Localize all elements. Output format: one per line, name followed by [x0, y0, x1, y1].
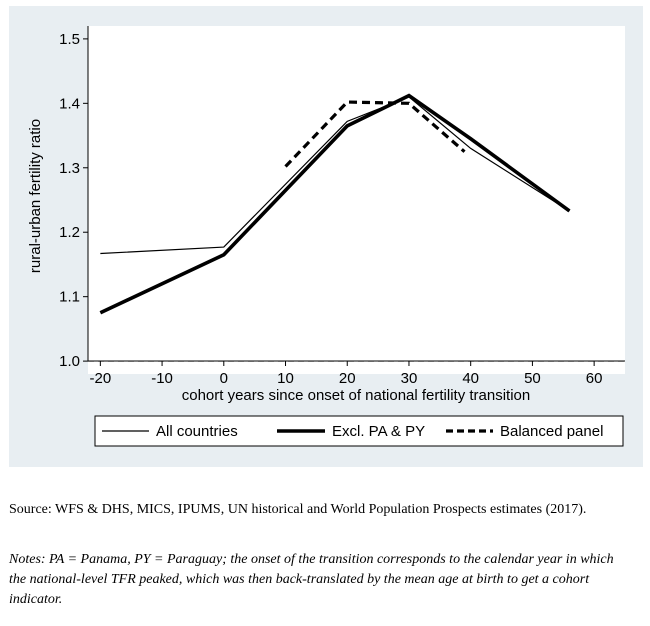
legend: All countries Excl. PA & PY Balanced panel: [94, 415, 624, 447]
x-tick-label: 20: [339, 370, 356, 387]
y-tick-label: 1.0: [59, 353, 80, 370]
x-tick-label: -20: [90, 370, 112, 387]
legend-label-3: Balanced panel: [500, 423, 603, 440]
legend-label-2: Excl. PA & PY: [332, 423, 425, 440]
series-line-2: [99, 93, 571, 315]
x-tick-label: -10: [151, 370, 173, 387]
y-tick-label: 1.4: [59, 95, 80, 112]
y-tick-label: 1.5: [59, 31, 80, 48]
plot-area: [88, 26, 625, 374]
x-tick-label: 0: [220, 370, 228, 387]
y-tick-label: 1.2: [59, 224, 80, 241]
y-axis-title: rural-urban fertility ratio: [27, 119, 44, 273]
y-tick-label: 1.3: [59, 160, 80, 177]
rural-urban-fertility-chart: 1.0 1.1 1.2 1.3 1.4 1.5 -20 -10 0 10 20 30 40 50 60 c…: [27, 26, 625, 447]
legend-label-1: All countries: [156, 423, 238, 440]
source-note: Source: WFS & DHS, MICS, IPUMS, UN histo…: [9, 502, 587, 517]
x-tick-label: 40: [462, 370, 479, 387]
y-tick-label: 1.1: [59, 289, 80, 306]
legend-box: [94, 415, 624, 447]
x-tick-label: 10: [277, 370, 294, 387]
x-tick-label: 50: [524, 370, 541, 387]
x-tick-label: 60: [586, 370, 603, 387]
notes-text: Notes: PA = Panama, PY = Paraguay; the o…: [9, 552, 614, 607]
x-axis-title: cohort years since onset of national fer…: [182, 387, 531, 404]
chart-panel: 1.0 1.1 1.2 1.3 1.4 1.5 -20 -10 0 10 20 30 40 50 60 c…: [9, 6, 643, 467]
series-line-3: [284, 100, 466, 168]
x-tick-label: 30: [401, 370, 418, 387]
